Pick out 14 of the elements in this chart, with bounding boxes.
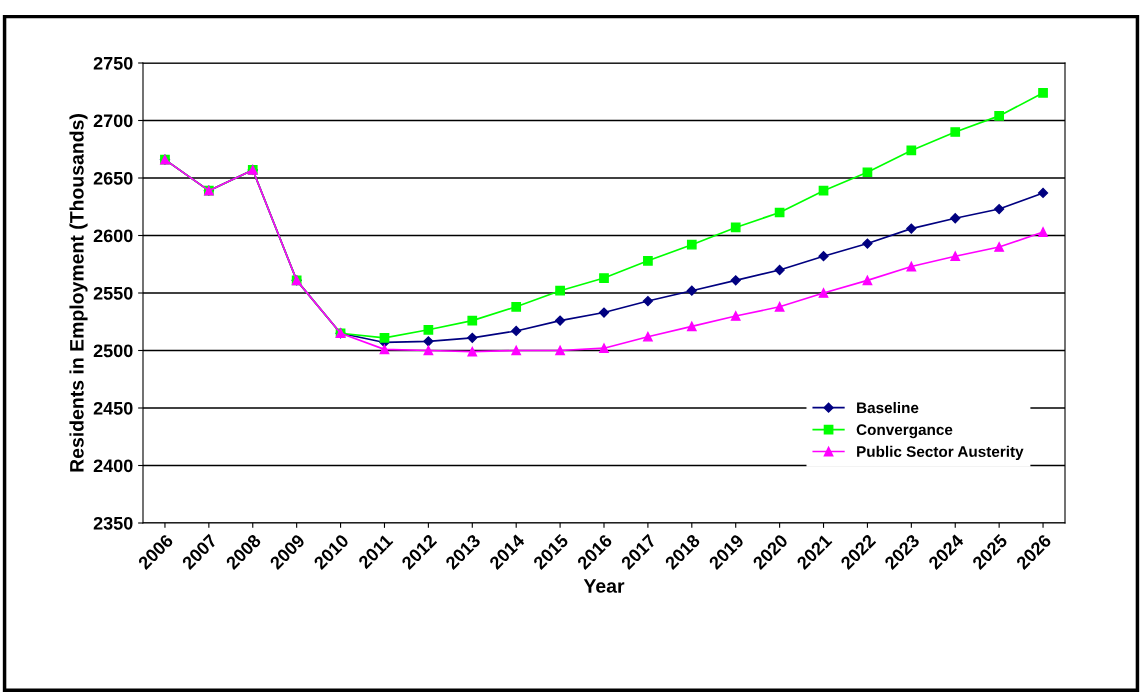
y-tick-label: 2750 xyxy=(93,56,133,70)
y-tick-label: 2550 xyxy=(93,286,133,300)
y-tick-label: 2350 xyxy=(93,516,133,530)
legend-label: Public Sector Austerity xyxy=(857,445,1024,461)
y-tick-label: 2650 xyxy=(93,171,133,185)
x-axis-title: Year xyxy=(583,579,625,593)
y-tick-label: 2700 xyxy=(93,114,133,128)
y-tick-label: 2450 xyxy=(93,401,133,415)
legend-label: Convergance xyxy=(856,424,953,439)
legend-label: Baseline xyxy=(857,401,919,414)
y-tick-label: 2600 xyxy=(93,229,133,243)
y-axis-title: Residents in Employment (Thousands) xyxy=(69,114,88,472)
y-tick-label: 2400 xyxy=(93,459,133,473)
y-tick-label: 2500 xyxy=(93,344,133,358)
